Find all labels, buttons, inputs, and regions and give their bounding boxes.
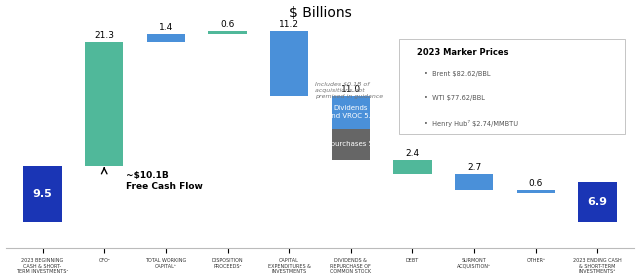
Text: 0.6: 0.6	[220, 20, 235, 29]
Text: •  Henry Hub⁷ $2.74/MMBTU: • Henry Hub⁷ $2.74/MMBTU	[424, 120, 518, 127]
Text: •  Brent $82.62/BBL: • Brent $82.62/BBL	[424, 71, 490, 77]
Text: 2.7: 2.7	[467, 163, 481, 172]
Bar	[209, 31, 246, 34]
Text: Includes $0.1B of
acquisitions not
premised in guidance: Includes $0.1B of acquisitions not premi…	[315, 81, 383, 99]
Bar	[579, 182, 616, 222]
Text: •  WTI $77.62/BBL: • WTI $77.62/BBL	[424, 95, 484, 101]
Text: Dividends
and VROC 5.6: Dividends and VROC 5.6	[326, 106, 375, 119]
Text: 2.4: 2.4	[405, 149, 420, 158]
Text: 1.4: 1.4	[159, 23, 173, 32]
Text: 0.6: 0.6	[529, 179, 543, 188]
Bar	[394, 160, 431, 174]
Bar	[147, 34, 185, 42]
Title: $ Billions: $ Billions	[289, 6, 351, 20]
Text: 11.2: 11.2	[279, 20, 299, 29]
Bar	[85, 42, 124, 166]
Bar	[516, 190, 555, 193]
Text: 6.9: 6.9	[588, 197, 607, 207]
Bar	[332, 129, 370, 160]
Text: 2023 Marker Prices: 2023 Marker Prices	[417, 48, 509, 57]
Text: 9.5: 9.5	[33, 189, 52, 199]
Text: ~$10.1B
Free Cash Flow: ~$10.1B Free Cash Flow	[126, 171, 203, 191]
Bar	[24, 166, 61, 222]
FancyBboxPatch shape	[399, 39, 625, 134]
Bar	[332, 96, 370, 129]
Text: 21.3: 21.3	[94, 31, 114, 40]
Text: Repurchases 5.4: Repurchases 5.4	[322, 141, 380, 147]
Bar	[455, 174, 493, 190]
Text: 11.0: 11.0	[340, 85, 361, 94]
Bar	[270, 31, 308, 96]
